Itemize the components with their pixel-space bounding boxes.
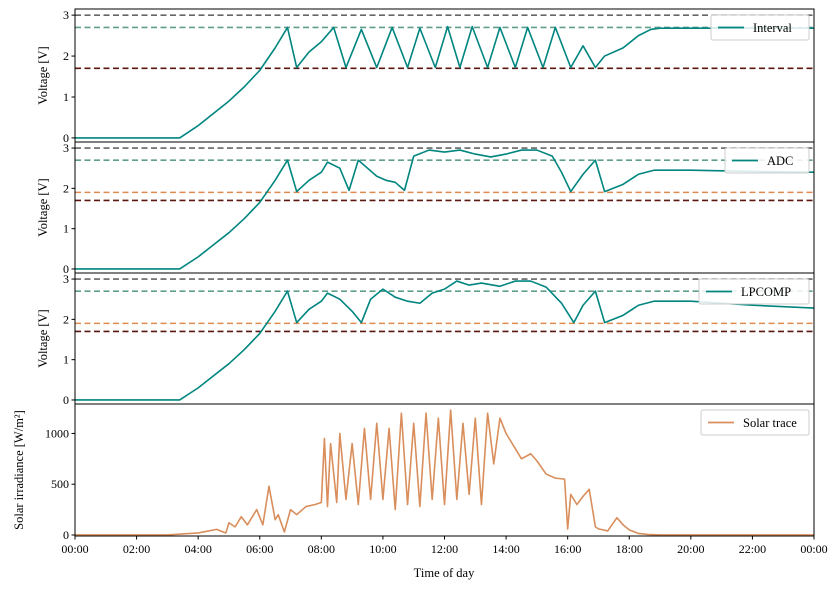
y-tick-label: 0 — [63, 262, 69, 276]
x-tick-label: 08:00 — [308, 542, 335, 556]
y-tick-label: 3 — [63, 8, 69, 22]
x-tick-label: 00:00 — [61, 542, 88, 556]
series-line-adc — [75, 149, 815, 270]
y-tick-label: 1 — [63, 222, 69, 236]
y-axis-title: Voltage [V] — [36, 309, 50, 367]
legend-box — [700, 409, 810, 436]
legend-box — [724, 147, 810, 174]
y-tick-label: 500 — [51, 477, 69, 491]
y-tick-label: 2 — [63, 181, 69, 195]
legend: LPCOMP — [698, 278, 810, 305]
legend: Solar trace — [700, 409, 810, 436]
x-tick-label: 16:00 — [554, 542, 581, 556]
y-axis-title: Voltage [V] — [36, 178, 50, 236]
legend: Interval — [710, 14, 810, 41]
x-tick-label: 10:00 — [369, 542, 396, 556]
series-line-solar-trace — [75, 409, 814, 536]
y-axis-title: Voltage [V] — [36, 46, 50, 104]
x-tick-label: 00:00 — [800, 542, 827, 556]
y-tick-label: 3 — [63, 272, 69, 286]
legend-label: Solar trace — [743, 416, 797, 430]
x-tick-label: 20:00 — [677, 542, 704, 556]
y-tick-label: 1 — [63, 90, 69, 104]
panel-4: 0 500 1000 Solar irradiance [W/m²] Solar tra… — [12, 403, 815, 542]
x-tick-label: 02:00 — [123, 542, 150, 556]
y-tick-label: 0 — [63, 528, 69, 542]
x-axis-title: Time of day — [414, 566, 475, 580]
legend-label: ADC — [767, 154, 793, 168]
legend-box — [710, 14, 810, 41]
legend-label: LPCOMP — [741, 285, 791, 299]
x-tick-label: 22:00 — [739, 542, 766, 556]
x-tick-label: 06:00 — [246, 542, 273, 556]
series-line-interval — [75, 25, 814, 139]
y-tick-label: 3 — [63, 141, 69, 155]
series-line-lpcomp — [75, 280, 815, 401]
y-tick-label: 2 — [63, 312, 69, 326]
legend-label: Interval — [753, 21, 792, 35]
y-tick-label: 0 — [63, 131, 69, 145]
x-tick-label: 14:00 — [492, 542, 519, 556]
x-tick-label: 12:00 — [431, 542, 458, 556]
y-tick-label: 2 — [63, 49, 69, 63]
y-axis-title: Solar irradiance [W/m²] — [12, 410, 26, 530]
legend-box — [698, 278, 810, 305]
legend: ADC — [724, 147, 810, 174]
y-tick-label: 1 — [63, 353, 69, 367]
panel-3: 0 1 2 3 Voltage [V] LPCOMP — [36, 272, 815, 407]
x-tick-label: 04:00 — [184, 542, 211, 556]
y-tick-label: 1000 — [45, 426, 69, 440]
x-tick-label: 18:00 — [616, 542, 643, 556]
y-tick-label: 0 — [63, 393, 69, 407]
